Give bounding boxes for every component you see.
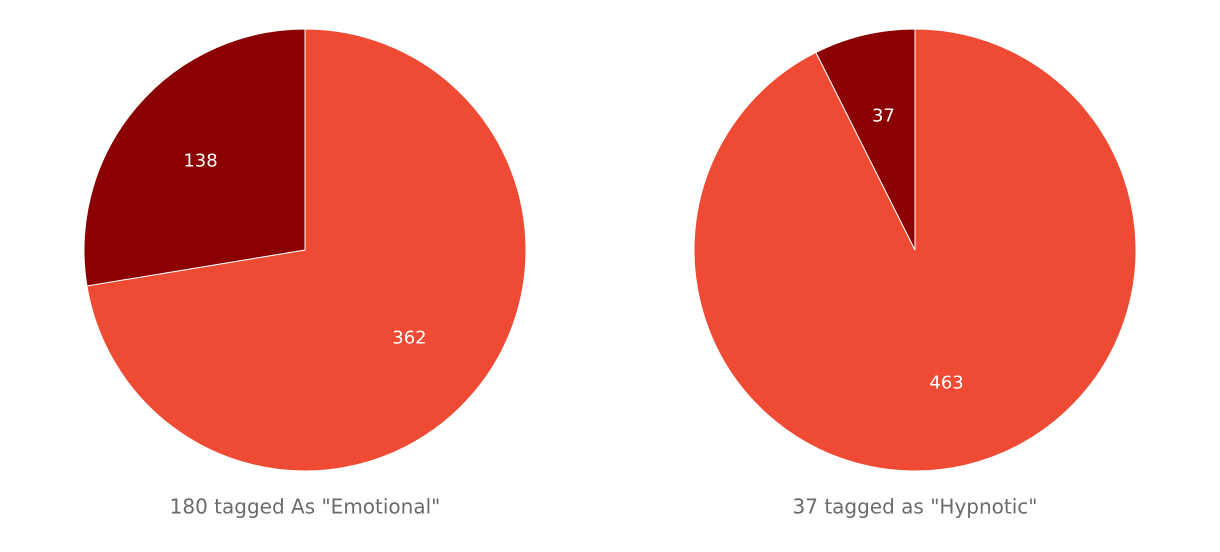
- slice-label: 362: [392, 328, 426, 349]
- pie-slice: [815, 28, 916, 251]
- slice-label: 138: [183, 150, 217, 171]
- pie-slice: [83, 28, 306, 287]
- pie-slice: [86, 28, 527, 472]
- chart-caption: 180 tagged As "Emotional": [170, 495, 441, 519]
- slice-label: 463: [929, 372, 963, 393]
- slice-label: 37: [872, 106, 895, 127]
- chart-caption: 37 tagged as "Hypnotic": [793, 495, 1038, 519]
